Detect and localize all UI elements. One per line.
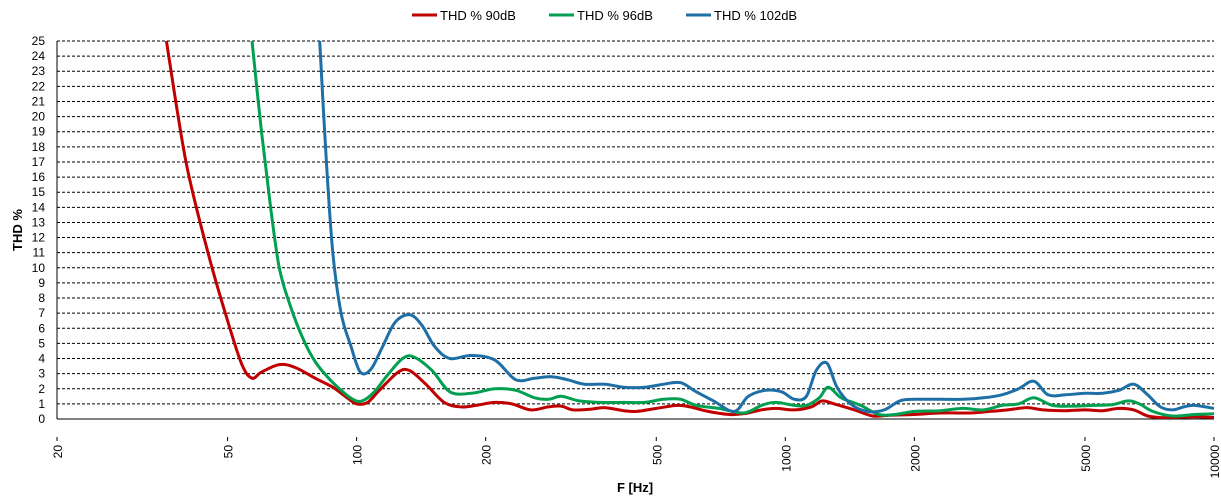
y-tick-label: 19 <box>32 125 46 139</box>
chart-legend: THD % 90dB THD % 96dB THD % 102dB <box>412 8 797 23</box>
y-tick-label: 22 <box>32 79 46 93</box>
y-axis-title: THD % <box>10 209 25 251</box>
y-tick-label: 16 <box>32 170 46 184</box>
chart-gridlines <box>57 40 1214 405</box>
y-tick-label: 24 <box>32 49 46 63</box>
y-tick-label: 2 <box>38 382 45 396</box>
y-tick-label: 13 <box>32 215 46 229</box>
y-tick-label: 25 <box>32 34 46 48</box>
series-line-1 <box>164 40 1214 419</box>
legend-label-2: THD % 96dB <box>577 8 653 23</box>
y-tick-label: 18 <box>32 140 46 154</box>
y-tick-label: 14 <box>32 200 46 214</box>
x-tick-label: 1000 <box>779 445 793 472</box>
y-tick-label: 9 <box>38 276 45 290</box>
x-tick-label: 50 <box>222 445 236 459</box>
y-tick-label: 15 <box>32 185 46 199</box>
chart-axes: 0123456789101112131415161718192021222324… <box>32 34 1221 478</box>
x-tick-label: 100 <box>351 445 365 465</box>
y-tick-label: 11 <box>33 246 46 260</box>
y-tick-label: 7 <box>38 306 45 320</box>
y-tick-label: 23 <box>32 64 46 78</box>
x-tick-label: 500 <box>650 445 664 465</box>
x-tick-label: 20 <box>51 445 65 459</box>
x-tick-label: 5000 <box>1079 445 1093 472</box>
series-line-3 <box>318 40 1214 414</box>
y-tick-label: 17 <box>32 155 46 169</box>
chart-series <box>164 40 1214 419</box>
x-tick-label: 2000 <box>908 445 922 472</box>
legend-label-3: THD % 102dB <box>714 8 797 23</box>
legend-label-1: THD % 90dB <box>440 8 516 23</box>
x-axis-title: F [Hz] <box>617 480 653 495</box>
y-tick-label: 4 <box>38 352 45 366</box>
y-tick-label: 12 <box>32 231 46 245</box>
y-tick-label: 1 <box>38 397 45 411</box>
x-tick-label: 10000 <box>1208 445 1221 479</box>
y-tick-label: 5 <box>38 336 45 350</box>
y-tick-label: 20 <box>32 110 46 124</box>
x-tick-label: 200 <box>480 445 494 465</box>
y-tick-label: 3 <box>38 367 45 381</box>
series-line-2 <box>250 40 1214 418</box>
y-tick-label: 6 <box>38 321 45 335</box>
y-tick-label: 10 <box>32 261 46 275</box>
y-tick-label: 8 <box>38 291 45 305</box>
y-tick-label: 0 <box>38 412 45 426</box>
y-tick-label: 21 <box>32 94 46 108</box>
